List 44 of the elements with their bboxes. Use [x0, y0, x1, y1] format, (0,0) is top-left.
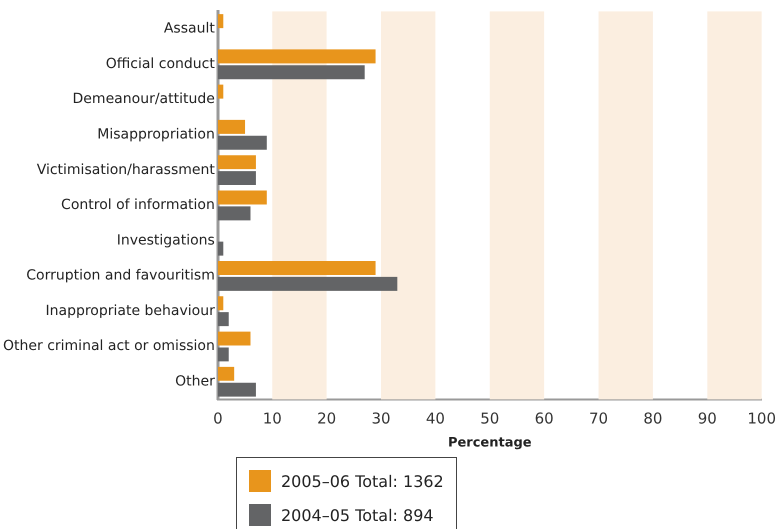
bar	[218, 312, 229, 326]
bar	[218, 332, 250, 346]
bar	[218, 347, 229, 362]
bar	[218, 242, 224, 256]
y-tick-label: Victimisation/harassment	[36, 162, 216, 178]
y-tick-label: Official conduct	[106, 56, 216, 72]
y-tick-label: Assault	[164, 20, 216, 37]
bar	[218, 206, 250, 220]
bar	[218, 296, 224, 310]
bar	[218, 49, 376, 64]
legend-label: 2005–06 Total: 1362	[281, 472, 444, 490]
bar	[218, 382, 256, 397]
x-tick-label: 90	[698, 409, 717, 428]
y-tick-label: Control of information	[61, 197, 215, 214]
x-tick-label: 40	[426, 409, 445, 428]
x-tick-label: 100	[747, 409, 776, 428]
bar	[218, 155, 256, 170]
x-axis-title: Percentage	[448, 436, 532, 451]
x-tick-label: 70	[588, 409, 608, 428]
x-tick-label: 60	[534, 409, 554, 428]
y-tick-label: Demeanour/attitude	[72, 91, 215, 108]
bar	[218, 276, 398, 291]
bar	[218, 14, 224, 28]
x-tick-label: 50	[480, 409, 500, 428]
x-tick-label: 0	[213, 409, 223, 428]
x-tick-label: 30	[371, 409, 391, 428]
bar	[218, 190, 267, 204]
y-tick-label: Other	[175, 373, 216, 390]
bar	[218, 171, 256, 186]
y-tick-label: Corruption and favouritism	[26, 268, 215, 284]
y-tick-label: Misappropriation	[97, 126, 215, 142]
y-tick-label: Investigations	[116, 232, 215, 248]
y-tick-label: Other criminal act or omission	[3, 338, 215, 354]
bar	[218, 366, 234, 381]
bar	[218, 65, 365, 80]
bar	[218, 261, 376, 275]
x-tick-label: 80	[643, 409, 662, 428]
x-tick-label: 20	[317, 409, 336, 428]
bar	[218, 120, 246, 134]
x-tick-label: 10	[262, 409, 282, 428]
legend-label: 2004–05 Total: 894	[281, 506, 434, 524]
bar	[218, 84, 224, 99]
bar	[218, 136, 267, 150]
y-tick-label: Inappropriate behaviour	[46, 302, 216, 319]
